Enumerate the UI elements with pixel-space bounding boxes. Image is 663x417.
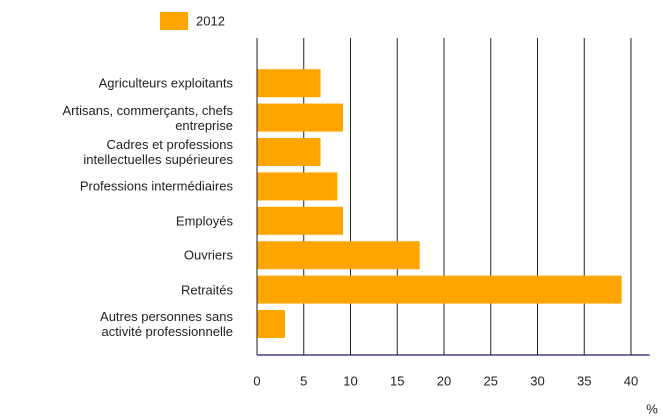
x-tick-label: 5 <box>300 373 307 388</box>
y-tick-label: Retraités <box>180 282 233 298</box>
x-tick-label: 40 <box>624 373 638 388</box>
y-tick-label: Ouvriers <box>183 247 233 263</box>
y-tick-label: Professions intermédiaires <box>79 178 233 194</box>
bar <box>257 103 344 132</box>
x-tick-label: 0 <box>253 373 260 388</box>
x-tick-label: 30 <box>530 373 544 388</box>
legend-swatch <box>160 12 188 30</box>
bar <box>257 138 321 166</box>
bar <box>257 275 622 304</box>
y-tick-label: Artisans, commerçants, chefs entreprise <box>62 102 234 133</box>
bar <box>257 241 420 270</box>
bar <box>257 206 344 235</box>
y-tick-label: Agriculteurs exploitants <box>98 75 233 91</box>
y-tick-label: Employés <box>175 213 233 229</box>
bar <box>257 172 338 201</box>
x-tick-label: 35 <box>577 373 591 388</box>
x-tick-label: 10 <box>343 373 357 388</box>
y-tick-label: Autres personnes sans activité professio… <box>100 309 233 339</box>
bar <box>257 310 286 338</box>
legend-label: 2012 <box>196 13 225 28</box>
y-tick-label: Cadres et professions intellectuelles su… <box>83 137 233 167</box>
x-axis-label: % <box>646 401 658 416</box>
x-tick-label: 25 <box>484 373 498 388</box>
x-tick-label: 15 <box>390 373 404 388</box>
x-tick-label: 20 <box>437 373 451 388</box>
bar <box>257 69 321 98</box>
